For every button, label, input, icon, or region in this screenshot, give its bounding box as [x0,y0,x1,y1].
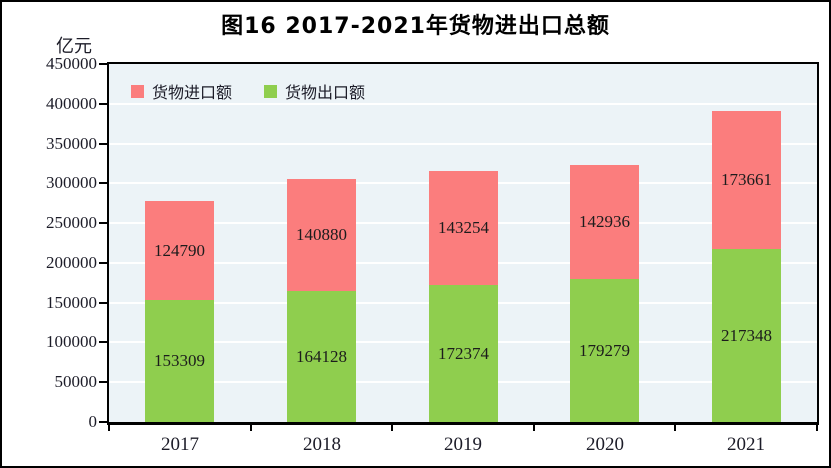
bar-2017: 124790 153309 [145,201,214,422]
y-tick-label-300000: 300000 [46,173,97,193]
y-tick-label-450000: 450000 [46,54,97,73]
gridline-400000 [109,102,817,105]
bar-2019-exports-value: 172374 [438,343,489,363]
legend-label-imports: 货物进口额 [152,85,233,102]
legend-swatch-exports [264,84,278,98]
bar-2021-imports-segment: 173661 [712,111,781,249]
bar-2021: 173661 217348 [712,111,781,422]
y-tick-label-0: 0 [88,412,98,431]
gridline-350000 [109,142,817,145]
bar-2019-exports-segment: 172374 [429,285,498,422]
y-tick-mark-400000 [99,102,107,105]
bar-2017-imports-segment: 124790 [145,201,214,300]
y-axis-unit-label: 亿元 [56,36,92,56]
y-tick-mark-0 [99,421,107,423]
x-axis-label-2017: 2017 [161,434,199,455]
bar-2019-imports-value: 143254 [438,218,489,237]
y-tick-label-350000: 350000 [46,133,97,153]
legend-swatch-imports [131,84,144,98]
bar-2020-imports-segment: 142936 [570,165,639,279]
bar-2020-exports-value: 179279 [579,340,630,360]
y-tick-label-200000: 200000 [46,252,97,272]
y-tick-mark-350000 [99,142,107,145]
x-axis-label-2019: 2019 [444,434,482,455]
legend-label-exports: 货物出口额 [285,85,366,102]
x-tick-mark-2 [391,425,393,431]
bar-2017-imports-value: 124790 [154,240,205,260]
x-tick-mark-4 [674,425,676,431]
bar-2021-exports-value: 217348 [721,325,772,345]
legend-item-exports: 货物出口额 [264,79,365,103]
bar-2017-exports-segment: 153309 [145,300,214,422]
x-tick-mark-1 [250,425,252,431]
bar-2018-exports-segment: 164128 [287,291,356,422]
bar-2018-imports-value: 140880 [296,225,347,244]
x-tick-mark-5 [816,425,818,431]
bar-2019-imports-segment: 143254 [429,171,498,285]
x-axis-label-2018: 2018 [303,434,341,455]
bar-2019: 143254 172374 [429,171,498,422]
bar-2020-exports-segment: 179279 [570,279,639,422]
y-tick-label-150000: 150000 [46,292,97,312]
y-tick-label-100000: 100000 [46,332,97,352]
y-tick-mark-100000 [99,341,107,344]
bar-2018-imports-segment: 140880 [287,179,356,291]
y-tick-label-50000: 50000 [54,372,98,392]
bar-2020: 142936 179279 [570,165,639,422]
y-tick-label-250000: 250000 [46,213,97,233]
bar-2017-exports-value: 153309 [154,351,205,370]
y-tick-label-400000: 400000 [46,93,97,113]
y-tick-mark-50000 [99,381,107,384]
x-tick-mark-3 [533,425,535,431]
plot-area: 124790 153309 140880 164128 143254 172374 1429… [107,62,819,425]
y-tick-mark-150000 [99,301,107,304]
bar-2020-imports-value: 142936 [579,212,630,231]
x-axis-label-2021: 2021 [727,434,765,455]
legend-item-imports: 货物进口额 [131,79,232,103]
y-tick-mark-450000 [99,63,107,65]
chart-title: 图16 2017-2021年货物进出口总额 [221,14,610,39]
bar-2018: 140880 164128 [287,179,356,422]
x-tick-mark-0 [108,425,110,431]
bar-2021-imports-value: 173661 [721,170,772,189]
bar-2018-exports-value: 164128 [296,346,347,366]
bar-2021-exports-segment: 217348 [712,249,781,422]
legend: 货物进口额 货物出口额 [131,79,365,103]
y-tick-mark-200000 [99,261,107,264]
y-tick-mark-300000 [99,182,107,185]
y-tick-mark-250000 [99,222,107,225]
x-axis-label-2020: 2020 [586,434,624,455]
